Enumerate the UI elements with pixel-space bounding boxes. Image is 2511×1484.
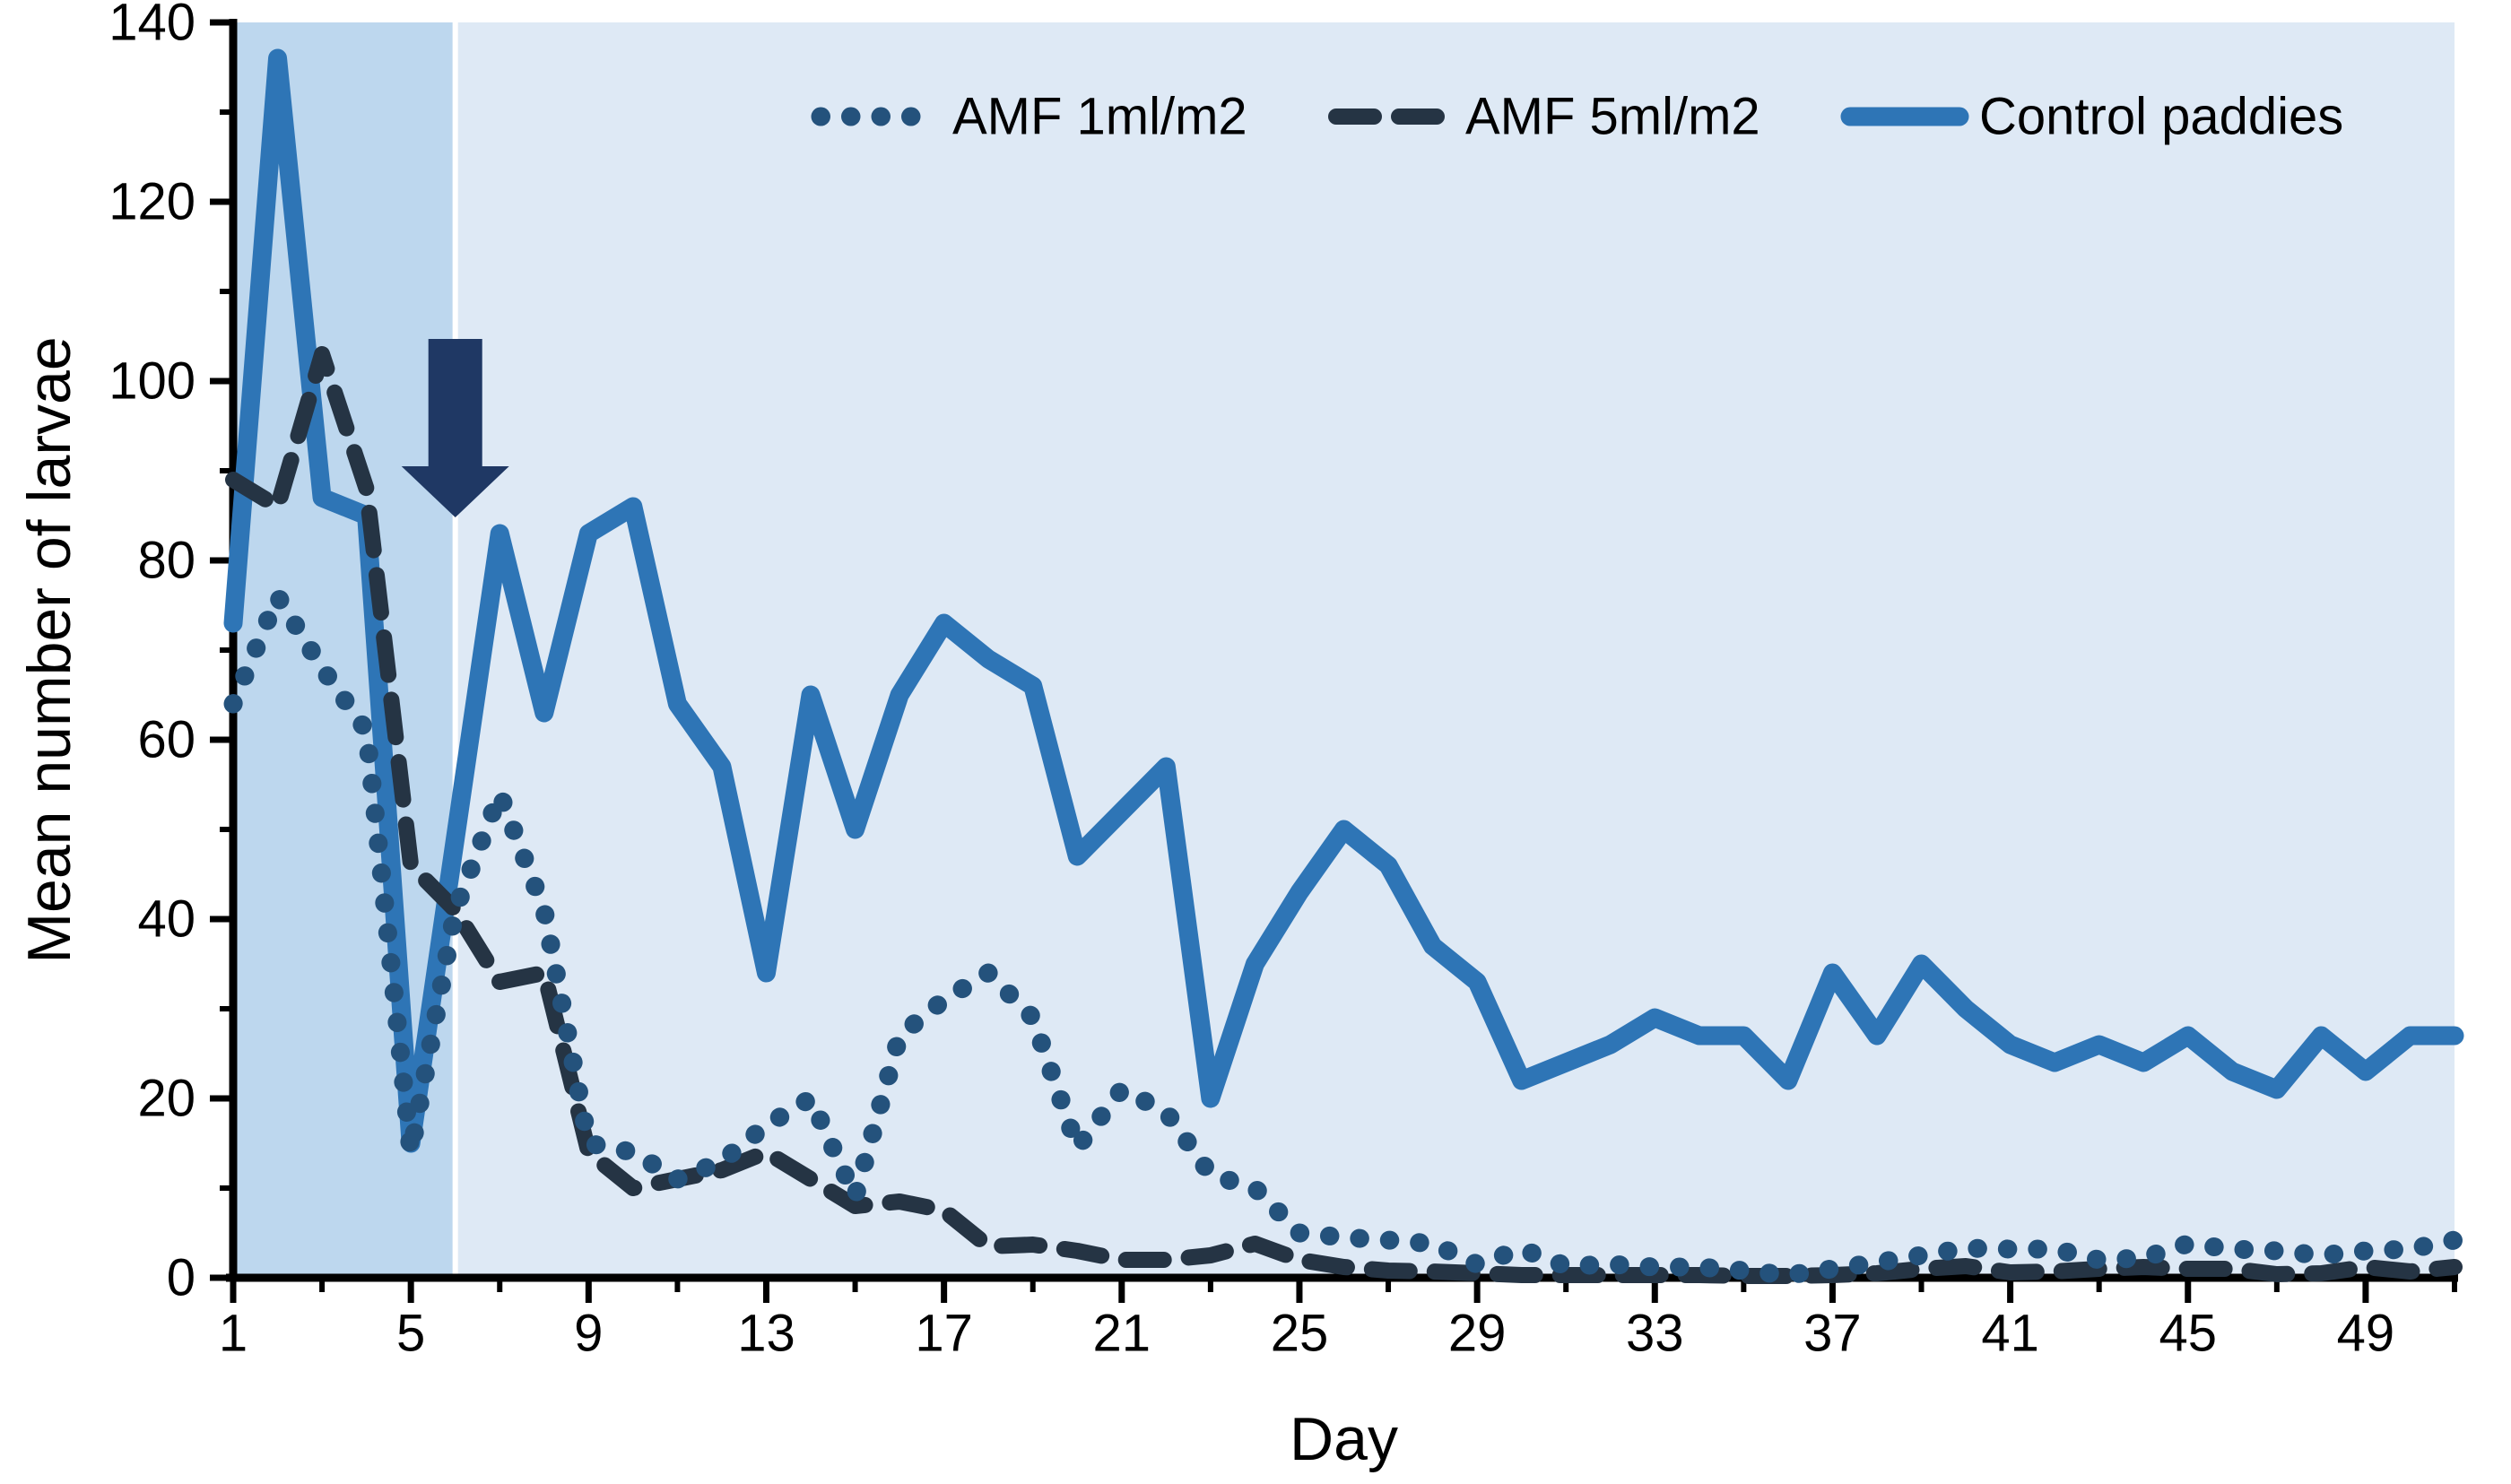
legend-label: Control paddies <box>1979 88 2343 146</box>
y-tick-label: 80 <box>137 532 195 590</box>
x-axis-title: Day <box>1290 1405 1398 1473</box>
legend-item: AMF 5ml/m2 <box>1328 88 1760 146</box>
x-tick-label: 25 <box>1271 1305 1329 1363</box>
x-tick-label: 9 <box>574 1305 603 1363</box>
y-tick-label: 120 <box>109 173 195 231</box>
y-tick-label: 140 <box>109 0 195 52</box>
y-tick-label: 0 <box>167 1249 195 1307</box>
x-tick-label: 33 <box>1626 1305 1684 1363</box>
series-line-control <box>223 48 2464 1153</box>
legend: AMF 1ml/m2 AMF 5ml/m2 Control paddies <box>811 88 2343 146</box>
y-tick-label: 60 <box>137 711 195 769</box>
x-tick-label: 37 <box>1803 1305 1862 1363</box>
y-tick-label: 100 <box>109 352 195 411</box>
x-tick-label: 5 <box>396 1305 425 1363</box>
legend-item: AMF 1ml/m2 <box>811 88 1247 146</box>
region-divider <box>452 22 458 1278</box>
legend-label: AMF 1ml/m2 <box>952 88 1247 146</box>
x-tick-label: 1 <box>219 1305 248 1363</box>
down-arrow-icon <box>401 339 509 517</box>
legend-item: Control paddies <box>1840 88 2343 146</box>
y-axis-title: Mean number of larvae <box>15 336 83 963</box>
x-tick-label: 17 <box>915 1305 973 1363</box>
x-tick-label: 21 <box>1093 1305 1151 1363</box>
x-tick-label: 13 <box>737 1305 795 1363</box>
tick-marks: 0 20 40 60 80 100 120 140 1 5 9 13 17 21 25 29 33 37 41 45 4… <box>109 0 2457 1363</box>
x-tick-label: 45 <box>2159 1305 2218 1363</box>
y-tick-label: 40 <box>137 890 195 949</box>
series-line-amf-5ml <box>225 346 2463 1284</box>
legend-label: AMF 5ml/m2 <box>1465 88 1760 146</box>
x-tick-label: 41 <box>1981 1305 2039 1363</box>
x-tick-label: 49 <box>2337 1305 2395 1363</box>
x-tick-label: 29 <box>1448 1305 1507 1363</box>
series-line-amf-1ml <box>223 586 2464 1285</box>
plot-background <box>233 22 2455 1278</box>
y-tick-label: 20 <box>137 1070 195 1128</box>
